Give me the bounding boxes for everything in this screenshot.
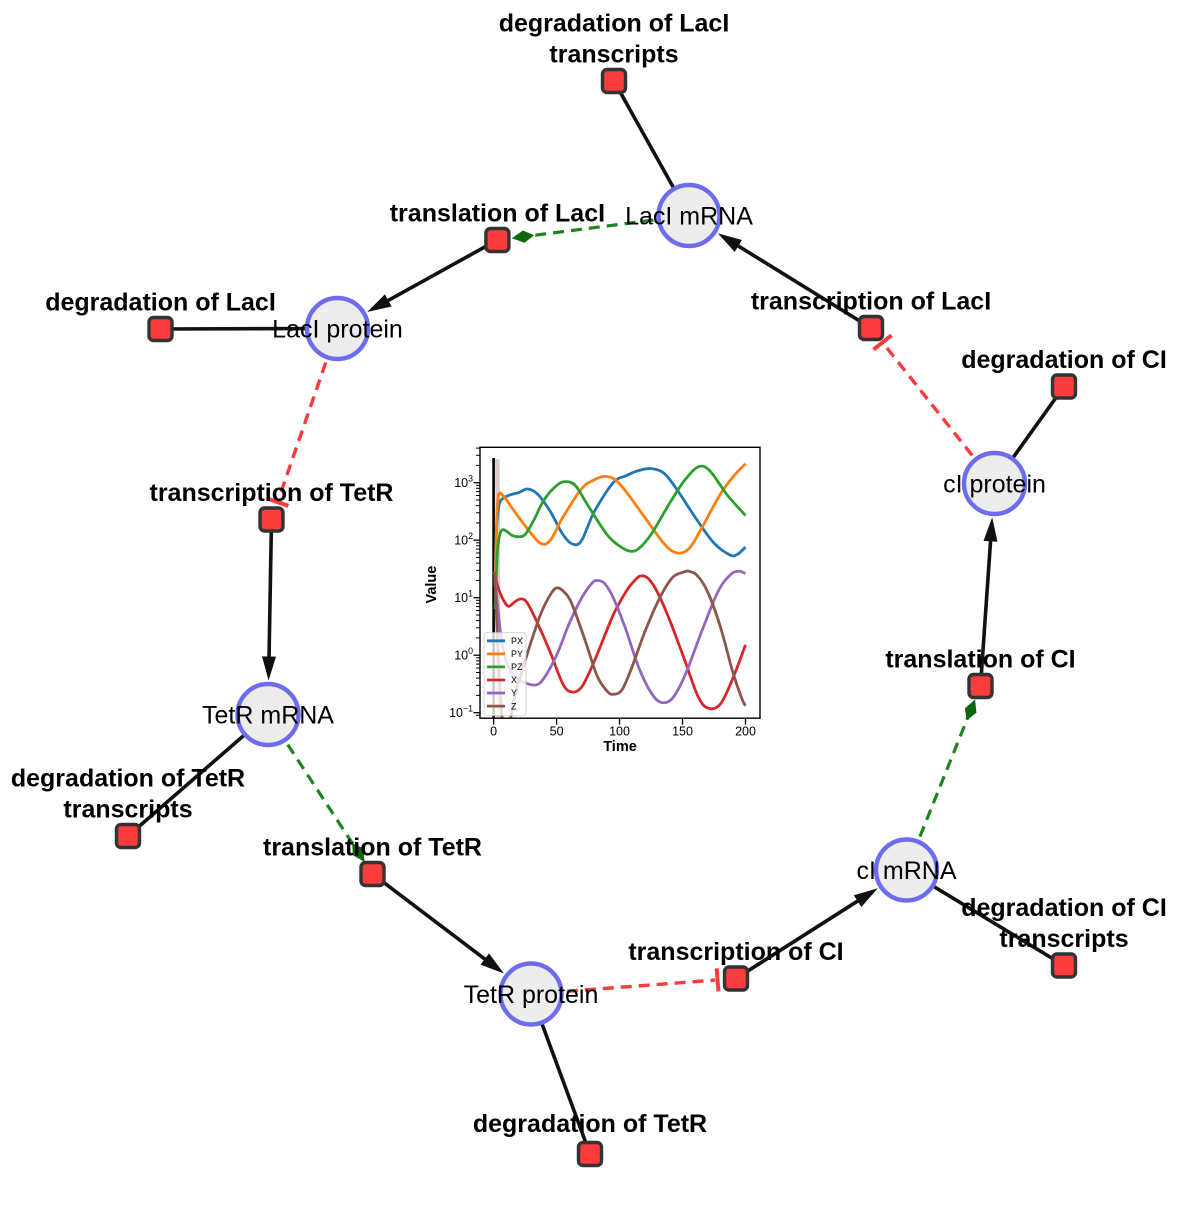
- svg-text:0: 0: [490, 725, 497, 739]
- svg-text:Y: Y: [511, 688, 517, 698]
- svg-text:PY: PY: [511, 649, 523, 659]
- svg-text:TetR mRNA: TetR mRNA: [202, 702, 334, 730]
- svg-text:Value: Value: [424, 566, 440, 604]
- svg-text:degradation of TetR: degradation of TetR: [473, 1110, 707, 1138]
- svg-text:Time: Time: [603, 739, 637, 755]
- svg-text:PZ: PZ: [511, 662, 523, 672]
- svg-text:transcription of CI: transcription of CI: [628, 938, 843, 966]
- svg-text:150: 150: [672, 725, 693, 739]
- svg-text:translation of LacI: translation of LacI: [390, 200, 605, 228]
- svg-text:degradation of LacI: degradation of LacI: [499, 10, 730, 38]
- svg-text:degradation of TetR: degradation of TetR: [11, 765, 245, 793]
- svg-text:degradation of CI: degradation of CI: [961, 894, 1167, 922]
- svg-text:translation of CI: translation of CI: [885, 646, 1075, 674]
- svg-text:X: X: [511, 675, 517, 685]
- svg-text:transcripts: transcripts: [999, 925, 1128, 953]
- svg-text:cI mRNA: cI mRNA: [857, 857, 957, 885]
- svg-text:50: 50: [550, 725, 564, 739]
- svg-text:PX: PX: [511, 636, 523, 646]
- svg-text:translation of TetR: translation of TetR: [263, 834, 482, 862]
- svg-text:LacI protein: LacI protein: [272, 316, 403, 344]
- svg-text:degradation of LacI: degradation of LacI: [45, 289, 276, 317]
- svg-text:cI protein: cI protein: [943, 471, 1046, 499]
- svg-text:transcription of LacI: transcription of LacI: [751, 288, 991, 316]
- svg-text:200: 200: [735, 725, 756, 739]
- svg-text:transcripts: transcripts: [549, 41, 678, 69]
- svg-text:TetR protein: TetR protein: [464, 981, 599, 1009]
- svg-text:transcription of TetR: transcription of TetR: [150, 479, 394, 507]
- svg-text:LacI mRNA: LacI mRNA: [625, 203, 753, 231]
- svg-text:transcripts: transcripts: [63, 796, 192, 824]
- svg-text:Z: Z: [511, 701, 517, 711]
- svg-text:degradation of CI: degradation of CI: [961, 346, 1167, 374]
- svg-text:100: 100: [609, 725, 630, 739]
